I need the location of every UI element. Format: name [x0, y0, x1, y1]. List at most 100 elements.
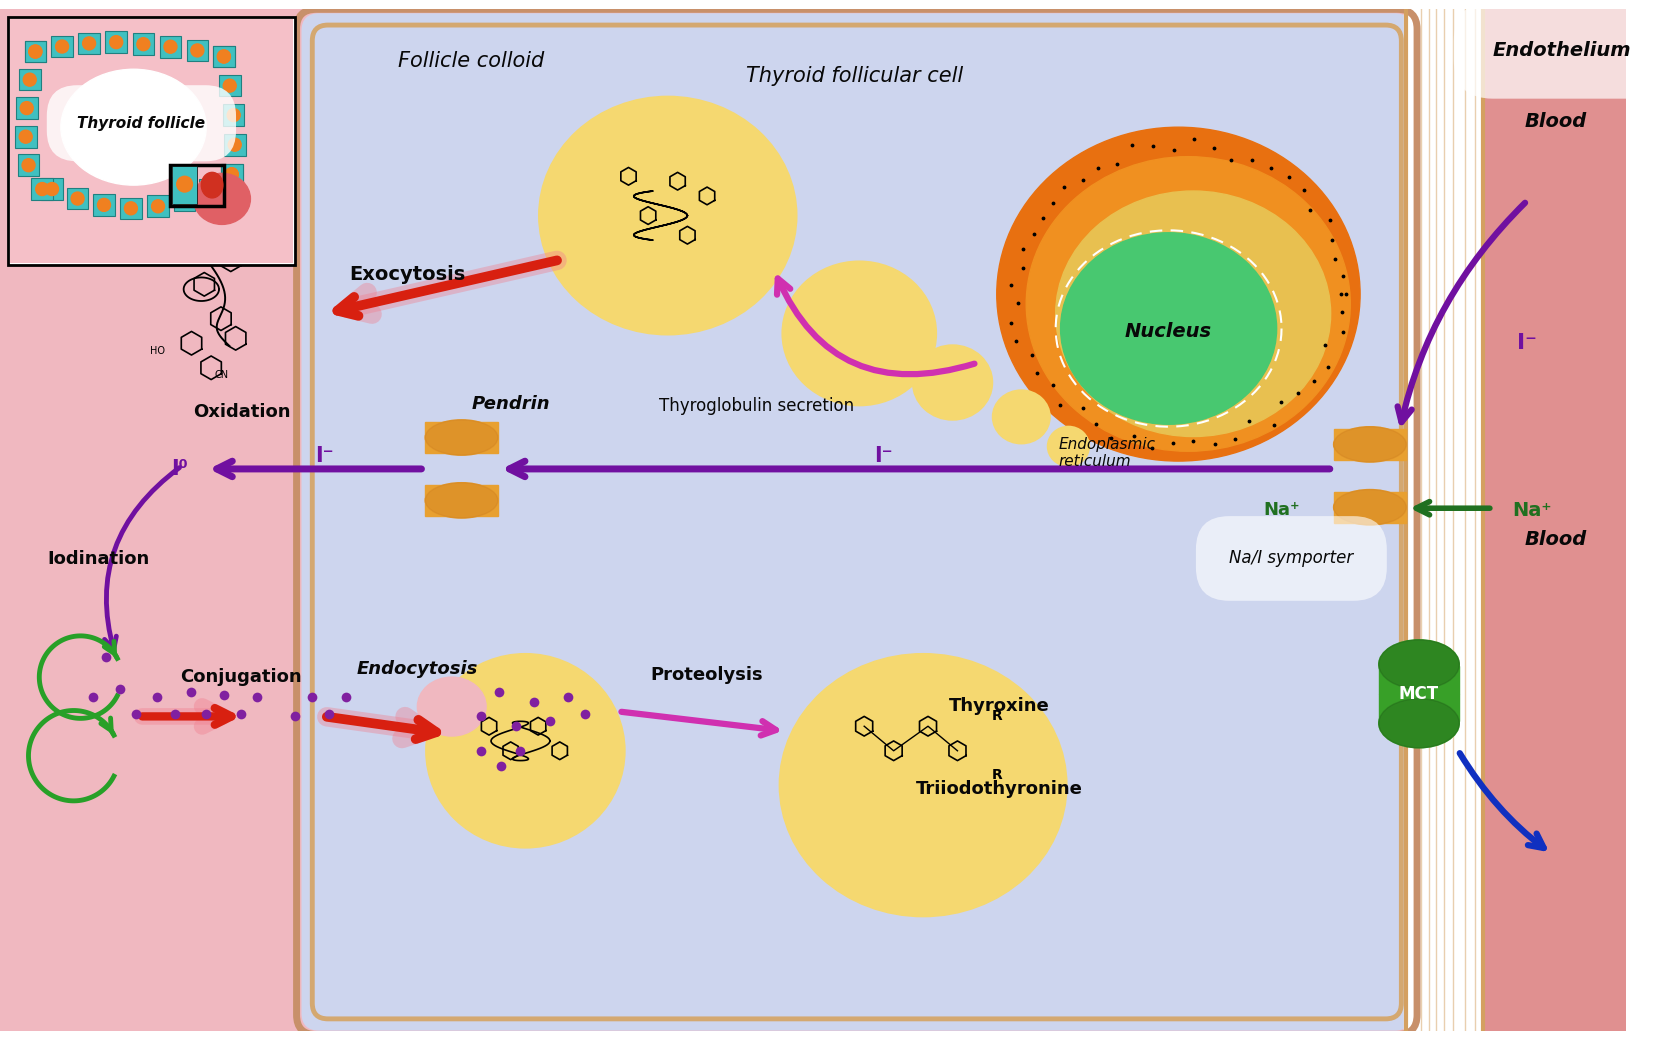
Bar: [220, 163, 242, 185]
Text: Thyroid follicle: Thyroid follicle: [78, 115, 205, 131]
Ellipse shape: [417, 677, 487, 736]
Ellipse shape: [23, 73, 36, 86]
Ellipse shape: [1332, 426, 1405, 462]
Text: HO: HO: [167, 216, 182, 227]
Ellipse shape: [223, 79, 237, 93]
Ellipse shape: [783, 262, 935, 405]
Bar: [218, 75, 240, 97]
Ellipse shape: [28, 45, 41, 58]
Ellipse shape: [996, 127, 1359, 461]
Ellipse shape: [124, 202, 137, 215]
Bar: [51, 35, 73, 57]
Ellipse shape: [22, 159, 35, 172]
Bar: [106, 31, 127, 53]
Bar: [187, 40, 209, 61]
Text: Iodination: Iodination: [46, 550, 149, 568]
Ellipse shape: [98, 199, 111, 211]
Bar: [17, 98, 38, 119]
Ellipse shape: [83, 36, 96, 50]
Ellipse shape: [164, 41, 177, 53]
Text: Proteolysis: Proteolysis: [650, 667, 763, 684]
Bar: [31, 178, 53, 200]
Text: R: R: [991, 709, 1001, 724]
Ellipse shape: [1332, 426, 1405, 462]
Bar: [1485, 9, 1625, 1031]
Text: Na⁺: Na⁺: [1263, 501, 1299, 519]
Bar: [1332, 492, 1405, 523]
Ellipse shape: [427, 655, 624, 847]
Text: I⁻: I⁻: [874, 446, 892, 466]
Bar: [93, 194, 114, 215]
Ellipse shape: [1059, 233, 1276, 424]
Ellipse shape: [177, 177, 192, 192]
Bar: [147, 196, 169, 217]
Text: Na⁺: Na⁺: [1511, 500, 1551, 520]
Text: Exocytosis: Exocytosis: [349, 265, 465, 284]
Ellipse shape: [425, 483, 498, 518]
Ellipse shape: [194, 174, 250, 225]
Ellipse shape: [540, 98, 794, 334]
Bar: [1379, 667, 1458, 694]
Ellipse shape: [152, 200, 164, 213]
Ellipse shape: [225, 167, 238, 181]
Ellipse shape: [56, 40, 68, 53]
Ellipse shape: [28, 45, 41, 58]
Ellipse shape: [227, 108, 240, 122]
FancyBboxPatch shape: [301, 14, 1412, 1031]
Ellipse shape: [46, 183, 58, 196]
Ellipse shape: [36, 183, 48, 196]
Text: HO: HO: [192, 256, 207, 266]
Bar: [121, 198, 142, 219]
Bar: [220, 163, 242, 185]
Ellipse shape: [1379, 699, 1458, 748]
Bar: [132, 33, 154, 55]
Ellipse shape: [1054, 191, 1331, 437]
Text: Nucleus: Nucleus: [1124, 322, 1211, 341]
Bar: [8, 18, 295, 264]
Ellipse shape: [228, 138, 242, 151]
Ellipse shape: [1332, 490, 1405, 525]
Ellipse shape: [425, 483, 498, 518]
Bar: [159, 36, 180, 57]
Ellipse shape: [1026, 157, 1349, 451]
Text: Oxidation: Oxidation: [192, 402, 290, 421]
Ellipse shape: [204, 184, 215, 197]
Ellipse shape: [1379, 640, 1458, 688]
Text: Follicle colloid: Follicle colloid: [397, 51, 544, 71]
Bar: [199, 179, 220, 201]
Bar: [425, 485, 498, 516]
Text: Thyroglobulin secretion: Thyroglobulin secretion: [659, 397, 854, 415]
Text: Endoplasmic
reticulum: Endoplasmic reticulum: [1058, 437, 1155, 469]
Ellipse shape: [914, 345, 991, 419]
Bar: [1403, 9, 1491, 1031]
Ellipse shape: [1379, 699, 1458, 748]
Text: HO: HO: [142, 170, 157, 179]
Bar: [18, 69, 40, 90]
Text: Thyroglobulin: Thyroglobulin: [126, 115, 276, 134]
Ellipse shape: [1332, 490, 1405, 525]
Text: HO: HO: [151, 346, 166, 356]
Ellipse shape: [71, 192, 84, 205]
Text: Conjugation: Conjugation: [180, 668, 301, 686]
Bar: [172, 166, 197, 204]
Text: HO: HO: [124, 127, 139, 137]
Ellipse shape: [20, 130, 31, 144]
Ellipse shape: [425, 420, 498, 456]
Ellipse shape: [109, 35, 122, 49]
Bar: [10, 19, 293, 263]
Ellipse shape: [20, 102, 33, 114]
Bar: [78, 32, 99, 54]
Text: Triiodothyronine: Triiodothyronine: [915, 780, 1082, 799]
Ellipse shape: [1048, 426, 1089, 466]
Bar: [25, 41, 46, 62]
Text: Thyroid follicular cell: Thyroid follicular cell: [745, 67, 962, 86]
Ellipse shape: [177, 193, 190, 206]
Text: Blood: Blood: [1524, 112, 1585, 131]
Text: I⁻: I⁻: [1516, 333, 1536, 354]
Bar: [1379, 694, 1458, 722]
Ellipse shape: [202, 173, 223, 198]
Text: R: R: [991, 769, 1001, 782]
Text: CN: CN: [213, 369, 228, 380]
Text: Blood: Blood: [1524, 529, 1585, 549]
Text: I⁰: I⁰: [170, 459, 189, 479]
